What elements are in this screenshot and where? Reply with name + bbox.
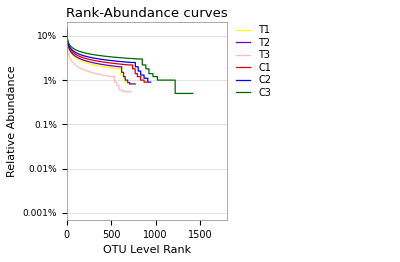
T2 <box>106 64 111 67</box>
C3 <box>65 37 70 41</box>
C2 <box>118 60 122 63</box>
T3 <box>84 69 88 72</box>
Line: T2: T2 <box>67 29 135 84</box>
T1 <box>71 55 76 58</box>
T2 <box>127 82 132 85</box>
Title: Rank-Abundance curves: Rank-Abundance curves <box>66 7 228 20</box>
T3 <box>96 73 100 76</box>
C1 <box>121 63 126 66</box>
T1 <box>111 67 116 70</box>
C1 <box>135 72 140 75</box>
C2 <box>102 58 107 61</box>
C3 <box>87 52 92 56</box>
C3 <box>64 28 69 31</box>
T3 <box>78 66 82 69</box>
T2 <box>133 82 138 85</box>
Line: C1: C1 <box>67 29 147 82</box>
T1 <box>79 59 84 63</box>
C3 <box>119 56 124 59</box>
T3 <box>64 31 69 34</box>
C3 <box>76 50 81 53</box>
C1 <box>109 62 114 65</box>
T1 <box>133 83 138 86</box>
C2 <box>148 80 153 84</box>
C2 <box>93 57 98 60</box>
T3 <box>101 74 106 77</box>
C1 <box>144 80 149 84</box>
C2 <box>145 80 150 84</box>
T2 <box>101 63 106 66</box>
T3 <box>90 71 94 74</box>
C2 <box>76 52 80 55</box>
T2 <box>81 59 86 62</box>
C3 <box>122 56 126 59</box>
C3 <box>173 92 178 95</box>
C2 <box>77 53 82 56</box>
C3 <box>77 50 82 53</box>
C2 <box>64 28 69 31</box>
T3 <box>128 90 133 93</box>
Line: T1: T1 <box>67 29 135 84</box>
T3 <box>99 73 104 77</box>
T1 <box>70 54 75 57</box>
T1 <box>128 83 132 86</box>
X-axis label: OTU Level Rank: OTU Level Rank <box>103 245 191 255</box>
T2 <box>64 28 69 31</box>
C1 <box>91 59 96 62</box>
T1 <box>64 28 69 31</box>
C3 <box>190 92 195 95</box>
Line: T3: T3 <box>67 32 131 92</box>
T3 <box>120 90 125 93</box>
C1 <box>110 62 115 65</box>
Line: C2: C2 <box>67 29 151 82</box>
T2 <box>113 65 118 68</box>
T2 <box>95 62 100 65</box>
C2 <box>145 77 150 80</box>
C1 <box>72 52 77 55</box>
T1 <box>107 66 112 69</box>
Line: C3: C3 <box>67 29 193 94</box>
T2 <box>92 61 97 64</box>
T1 <box>78 59 83 62</box>
C1 <box>142 80 146 84</box>
Y-axis label: Relative Abundance: Relative Abundance <box>7 65 17 177</box>
C1 <box>64 28 69 31</box>
Legend: T1, T2, T3, C1, C2, C3: T1, T2, T3, C1, C2, C3 <box>234 23 273 100</box>
